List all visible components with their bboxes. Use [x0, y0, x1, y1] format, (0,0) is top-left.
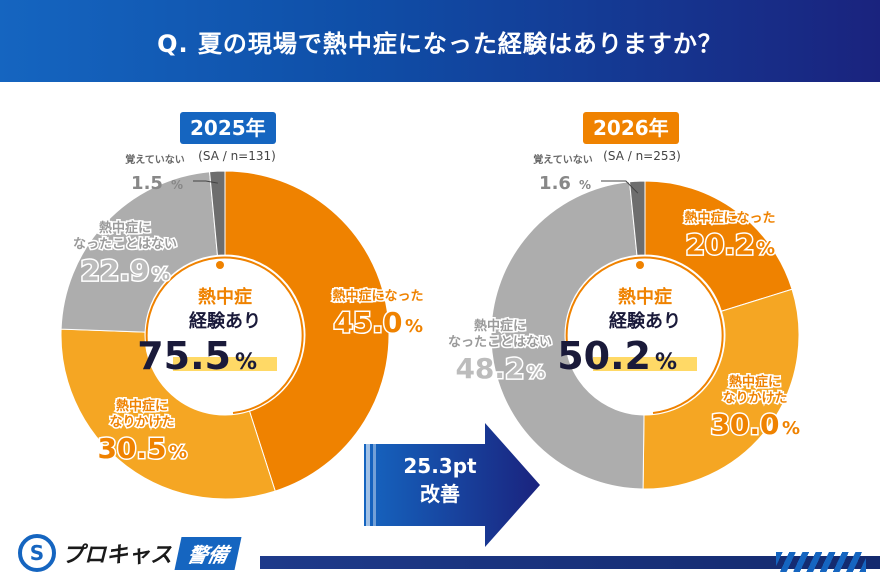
donut-1-ring-dot: [636, 261, 644, 269]
donut-1-label-0-line-0: 熱中症になった: [684, 210, 775, 226]
donut-1-center-title-1: 熱中症: [618, 286, 672, 308]
logo-badge: 警備: [174, 536, 242, 570]
sample-note-2026: (SA / n=253): [603, 149, 681, 163]
brand-logo: S プロキャス 警備: [18, 534, 242, 572]
donut-0-label-1-line-0: 熱中症に: [116, 398, 168, 414]
donut-0-center-title-2: 経験あり: [189, 310, 261, 332]
donut-1-label-1-line-0: 熱中症に: [729, 374, 781, 390]
donut-0-label-0-line-0: 熱中症になった: [332, 288, 423, 304]
sample-note-2025: (SA / n=131): [198, 149, 276, 163]
donut-0-ring-accent: [145, 256, 304, 414]
improvement-label: 25.3pt 改善: [380, 452, 500, 508]
donut-0-center-unit: %: [235, 350, 257, 375]
donut-0-label-1-line-1: なりかけた: [109, 415, 174, 430]
donut-0-value-unit-1: %: [169, 442, 187, 463]
donut-1-value-unit-3: %: [579, 178, 591, 192]
donut-1-value-0: 20.2: [685, 228, 754, 261]
donut-0-hole: [145, 255, 305, 415]
donut-1-hole: [565, 255, 725, 415]
improvement-text: 改善: [420, 482, 460, 506]
logo-name: プロキャス: [62, 543, 173, 568]
donut-0-value-1: 30.5: [97, 432, 166, 465]
donut-0-value-3: 1.5: [131, 173, 163, 194]
improvement-arrow: [364, 423, 540, 547]
page-title: Q. 夏の現場で熱中症になった経験はありますか？: [157, 30, 723, 58]
donut-0-label-2-line-0: 熱中症に: [99, 220, 151, 236]
donut-1-label-2-line-0: 熱中症に: [474, 318, 526, 334]
donut-1-label-2-line-1: なったことはない: [448, 335, 552, 350]
donut-0-value-0: 45.0: [333, 306, 402, 339]
donut-1-label-3-line-0: 覚えていない: [533, 153, 593, 166]
donut-1-value-1: 30.0: [710, 408, 779, 441]
header-banner: Q. 夏の現場で熱中症になった経験はありますか？: [0, 0, 880, 82]
donut-0-highlight: [173, 357, 277, 371]
year-badge-2025: 2025年: [180, 112, 276, 144]
donut-0-center-title-1: 熱中症: [198, 286, 252, 308]
donut-1-value-3: 1.6: [539, 173, 571, 194]
donut-0-value-unit-3: %: [171, 178, 183, 192]
improvement-value: 25.3pt: [403, 454, 477, 478]
donut-0-label-2-line-1: なったことはない: [73, 237, 177, 252]
donut-1-value-unit-2: %: [527, 362, 545, 383]
donut-0-value-unit-2: %: [152, 264, 170, 285]
donut-1-label-1-line-1: なりかけた: [722, 391, 787, 406]
donut-0-label-3-line-0: 覚えていない: [125, 153, 185, 166]
donut-1-value-2: 48.2: [455, 352, 524, 385]
year-badge-2026: 2026年: [583, 112, 679, 144]
logo-mark-icon: S: [18, 534, 56, 572]
donut-1-value-unit-0: %: [757, 238, 775, 259]
donut-1-center-title-2: 経験あり: [609, 310, 681, 332]
footer-bar: [260, 556, 880, 569]
donut-1-value-unit-1: %: [782, 418, 800, 439]
donut-0-value-2: 22.9: [80, 254, 149, 287]
donut-0-center-value: 75.5: [137, 334, 231, 378]
donut-0-ring-dot: [216, 261, 224, 269]
donut-1-highlight: [593, 357, 697, 371]
donut-0-leader-3: [193, 180, 218, 184]
footer-stripes: [776, 552, 866, 572]
donut-0-value-unit-0: %: [405, 316, 423, 337]
donut-1-center-value: 50.2: [557, 334, 651, 378]
donut-1-leader-3: [601, 180, 639, 194]
donut-1-center-unit: %: [655, 350, 677, 375]
donut-1-ring-accent: [565, 256, 724, 414]
